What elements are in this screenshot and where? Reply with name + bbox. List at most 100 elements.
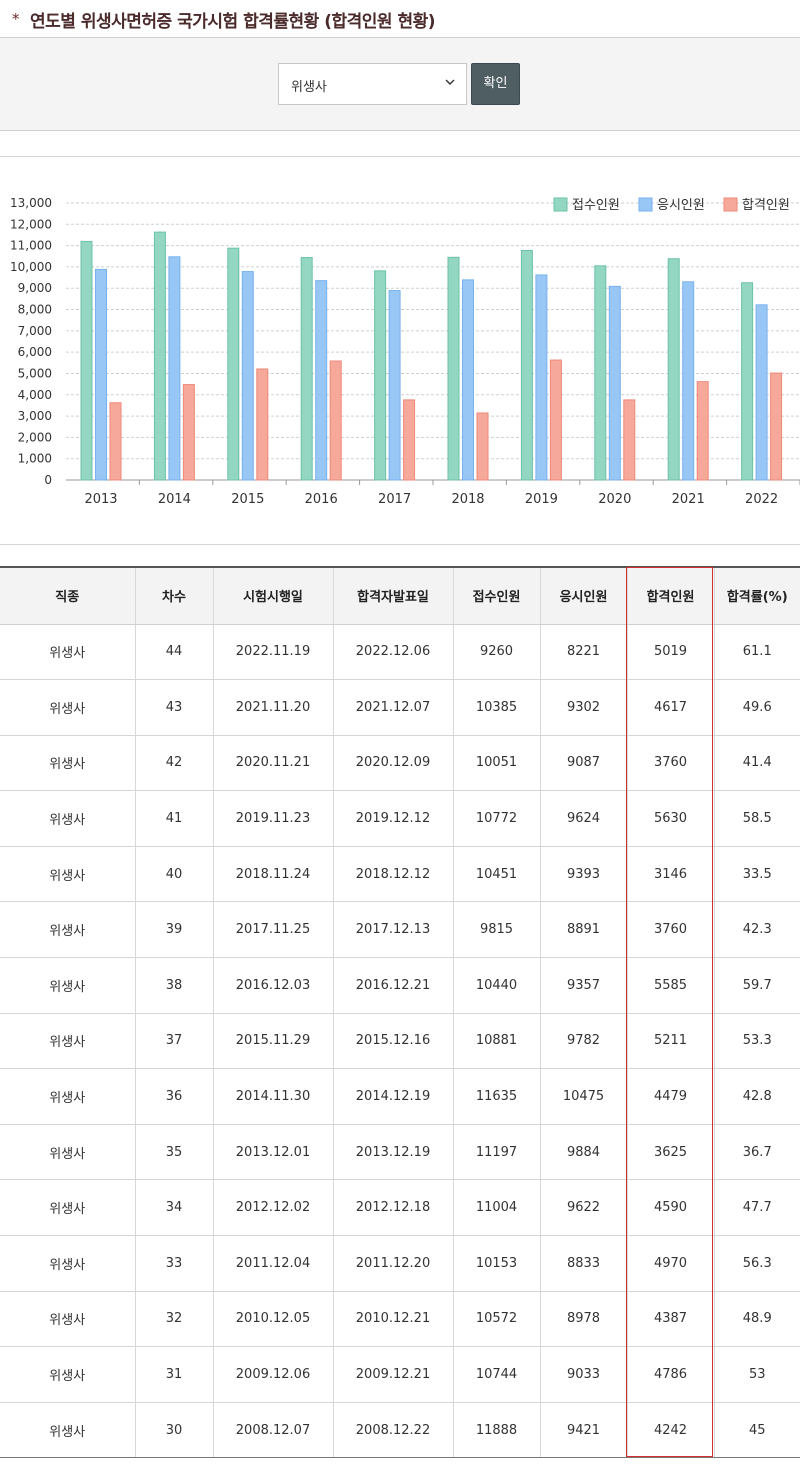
- bar-2: [476, 412, 489, 481]
- bar-0: [300, 257, 313, 481]
- table-cell: 53.3: [714, 1013, 800, 1070]
- table-cell: 36.7: [714, 1124, 800, 1181]
- table-row: 위생사 39 2017.11.25 2017.12.13 9815 8891 3760 42.…: [0, 901, 800, 959]
- bar-1: [388, 290, 401, 481]
- table-cell: 35: [135, 1124, 214, 1181]
- table-cell: 2015.12.16: [333, 1013, 454, 1070]
- divider: [0, 156, 800, 157]
- table-cell: 4242: [627, 1402, 715, 1459]
- table-header-row: 직종 차수 시험시행일 합격자발표일 접수인원 응시인원 합격인원 합격률(%): [0, 566, 800, 625]
- x-tick-label: 2019: [525, 492, 558, 507]
- table-row: 위생사 40 2018.11.24 2018.12.12 10451 9393 3146 33…: [0, 846, 800, 903]
- y-tick-label: 12,000: [10, 217, 52, 231]
- column-header: 합격인원: [627, 566, 715, 625]
- bar-0: [153, 231, 166, 481]
- bar-0: [80, 240, 93, 481]
- y-tick-label: 9,000: [18, 281, 52, 295]
- table-row: 위생사 38 2016.12.03 2016.12.21 10440 9357 5585 59…: [0, 957, 800, 1014]
- table-cell: 9622: [540, 1179, 628, 1237]
- table-cell: 32: [135, 1291, 214, 1348]
- table-row: 위생사 36 2014.11.30 2014.12.19 11635 10475 4479 4…: [0, 1068, 800, 1125]
- y-tick-label: 5,000: [18, 366, 52, 380]
- table-row: 위생사 31 2009.12.06 2009.12.21 10744 9033 4786 53: [0, 1346, 800, 1403]
- bar-1: [682, 281, 695, 481]
- table-cell: 9260: [453, 624, 541, 681]
- divider: [0, 544, 800, 545]
- table-row: 위생사 32 2010.12.05 2010.12.21 10572 8978 4387 48…: [0, 1291, 800, 1348]
- table-cell: 2008.12.07: [213, 1402, 334, 1459]
- bar-0: [667, 258, 680, 481]
- x-tick-label: 2017: [378, 492, 411, 507]
- table-cell: 3146: [627, 846, 715, 903]
- table-cell: 37: [135, 1013, 214, 1070]
- table-cell: 8221: [540, 624, 628, 681]
- table-cell: 2019.11.23: [213, 790, 334, 847]
- table-row: 위생사 41 2019.11.23 2019.12.12 10772 9624 5630 58…: [0, 790, 800, 847]
- x-tick-label: 2020: [598, 492, 631, 507]
- table-row: 위생사 43 2021.11.20 2021.12.07 10385 9302 4617 49…: [0, 679, 800, 736]
- table-cell: 58.5: [714, 790, 800, 847]
- bar-1: [241, 271, 254, 481]
- y-tick-label: 8,000: [18, 303, 52, 317]
- bar-1: [95, 268, 107, 481]
- table-cell: 44: [135, 624, 214, 681]
- y-tick-label: 13,000: [10, 196, 52, 210]
- table-row: 위생사 35 2013.12.01 2013.12.19 11197 9884 3625 36…: [0, 1124, 800, 1181]
- page-title: 연도별 위생사면허증 국가시험 합격률현황 (합격인원 현황): [30, 12, 436, 32]
- table-cell: 위생사: [0, 679, 136, 736]
- table-cell: 2011.12.04: [213, 1235, 334, 1292]
- table-cell: 4387: [627, 1291, 715, 1348]
- table-cell: 위생사: [0, 1179, 136, 1237]
- table-cell: 48.9: [714, 1291, 800, 1348]
- table-cell: 2016.12.21: [333, 957, 454, 1014]
- table-cell: 8833: [540, 1235, 628, 1292]
- results-table-wrap: 직종 차수 시험시행일 합격자발표일 접수인원 응시인원 합격인원 합격률(%) 위생사 44 2…: [0, 566, 800, 1459]
- table-row: 위생사 44 2022.11.19 2022.12.06 9260 8221 5019 61.…: [0, 624, 800, 681]
- table-cell: 2022.12.06: [333, 624, 454, 681]
- table-cell: 2012.12.02: [213, 1179, 334, 1237]
- x-tick-label: 2016: [305, 492, 338, 507]
- table-cell: 위생사: [0, 1402, 136, 1459]
- table-cell: 2019.12.12: [333, 790, 454, 847]
- table-cell: 2014.11.30: [213, 1068, 334, 1125]
- chart-svg: 0 1,000 2,000 3,000 4,000 5,000 6,000 7,000 8,00…: [10, 196, 800, 507]
- column-header: 합격률(%): [714, 566, 800, 625]
- table-cell: 11635: [453, 1068, 541, 1125]
- y-tick-label: 6,000: [18, 345, 52, 359]
- bar-2: [329, 360, 342, 481]
- bar-1: [168, 256, 181, 481]
- confirm-button[interactable]: 확인: [471, 63, 520, 105]
- table-cell: 39: [135, 901, 214, 959]
- bar-0: [520, 249, 533, 481]
- table-cell: 10385: [453, 679, 541, 736]
- table-cell: 위생사: [0, 846, 136, 903]
- table-cell: 3760: [627, 901, 715, 959]
- y-tick-label: 4,000: [18, 388, 52, 402]
- column-header: 시험시행일: [213, 566, 334, 625]
- table-cell: 3760: [627, 735, 715, 792]
- table-cell: 33: [135, 1235, 214, 1292]
- table-cell: 43: [135, 679, 214, 736]
- table-cell: 위생사: [0, 1068, 136, 1125]
- column-header: 응시인원: [540, 566, 628, 625]
- table-cell: 위생사: [0, 1346, 136, 1403]
- table-cell: 49.6: [714, 679, 800, 736]
- table-cell: 59.7: [714, 957, 800, 1014]
- table-cell: 38: [135, 957, 214, 1014]
- bar-2: [182, 384, 195, 481]
- table-cell: 2020.12.09: [333, 735, 454, 792]
- bar-0: [594, 265, 607, 481]
- table-cell: 2014.12.19: [333, 1068, 454, 1125]
- table-cell: 2013.12.01: [213, 1124, 334, 1181]
- table-cell: 9782: [540, 1013, 628, 1070]
- bar-0: [227, 247, 240, 481]
- column-header: 직종: [0, 566, 136, 625]
- bar-1: [535, 274, 548, 481]
- table-cell: 41: [135, 790, 214, 847]
- legend-label: 합격인원: [742, 198, 790, 213]
- table-cell: 10451: [453, 846, 541, 903]
- table-row: 위생사 33 2011.12.04 2011.12.20 10153 8833 4970 56…: [0, 1235, 800, 1292]
- y-tick-label: 1,000: [18, 452, 52, 466]
- job-type-select[interactable]: 위생사: [278, 63, 467, 105]
- x-tick-label: 2022: [745, 492, 778, 507]
